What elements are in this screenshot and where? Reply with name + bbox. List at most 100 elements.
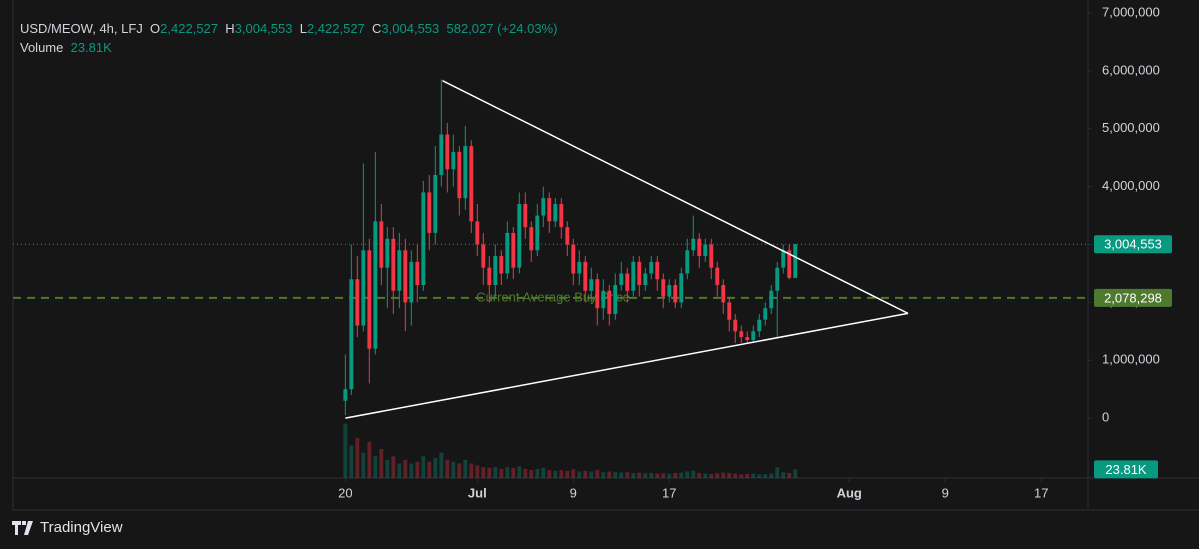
volume-bar — [385, 459, 390, 478]
candle-body — [445, 134, 450, 170]
legend-key: L — [299, 21, 307, 36]
candle-body — [703, 244, 708, 257]
volume-bar — [769, 473, 774, 478]
brand: TradingView — [12, 519, 123, 536]
volume-bar — [355, 438, 360, 478]
candle-body — [565, 227, 570, 245]
plot-background — [13, 0, 1088, 478]
legend-change: 582,027 (+24.03%) — [446, 21, 558, 36]
y-tick-label: 6,000,000 — [1102, 62, 1160, 77]
legend-key: H — [225, 21, 235, 36]
legend-value: 2,422,527 — [306, 21, 365, 36]
y-tick-label: 7,000,000 — [1102, 4, 1160, 19]
candle-body — [643, 273, 648, 286]
candle-body — [715, 267, 720, 286]
price-tag-label: 2,078,298 — [1104, 290, 1162, 305]
candle-body — [547, 198, 552, 222]
volume-bar — [379, 449, 384, 478]
candle-body — [511, 232, 516, 268]
volume-bar — [439, 452, 444, 478]
x-tick-label: Jul — [468, 485, 487, 500]
candle-body — [439, 134, 444, 176]
legend-key: C — [372, 21, 382, 36]
volume-bar — [457, 463, 462, 478]
candle-body — [673, 285, 678, 303]
candle-body — [451, 151, 456, 170]
volume-bar — [679, 472, 684, 478]
candle-body — [649, 261, 654, 274]
volume-bar — [697, 472, 702, 478]
x-tick-label: 17 — [662, 485, 676, 500]
candle-body — [505, 232, 510, 274]
candle-body — [655, 261, 660, 280]
brand-text: TradingView — [40, 519, 123, 536]
volume-bar — [343, 423, 348, 478]
volume-bar — [649, 472, 654, 478]
volume-bar — [463, 459, 468, 478]
candle-body — [601, 290, 606, 309]
volume-bar — [637, 472, 642, 478]
candle-body — [391, 238, 396, 291]
candle-body — [595, 279, 600, 309]
price-tag-label: 3,004,553 — [1104, 237, 1162, 252]
volume-bar — [607, 471, 612, 478]
price-line-annotation: Current Average Buy Price — [476, 289, 630, 304]
candle-body — [433, 175, 438, 233]
candle-body — [787, 250, 792, 278]
volume-bar — [565, 470, 570, 478]
plot: Current Average Buy Price — [13, 79, 1088, 478]
y-tick-label: 4,000,000 — [1102, 178, 1160, 193]
y-tick-label: 0 — [1102, 410, 1109, 425]
volume-bar — [763, 474, 768, 478]
volume-bar — [673, 472, 678, 478]
candle-body — [667, 285, 672, 297]
volume-bar — [745, 474, 750, 478]
candle-body — [637, 261, 642, 286]
price-tag — [1094, 288, 1172, 307]
volume-bar — [667, 473, 672, 478]
candle-body — [583, 261, 588, 291]
volume-bar — [559, 470, 564, 478]
volume-bar — [661, 473, 666, 478]
volume-bar — [445, 459, 450, 478]
candle-body — [571, 244, 576, 274]
trendline — [345, 312, 909, 419]
candle-body — [733, 319, 738, 332]
candle-body — [343, 389, 348, 401]
volume-bar — [571, 469, 576, 478]
candle-body — [409, 261, 414, 303]
candle-body — [751, 331, 756, 341]
candle-body — [379, 221, 384, 268]
candle-body — [619, 273, 624, 286]
candle-body — [625, 273, 630, 291]
legend-value: 23.81K — [70, 40, 112, 55]
candle-body — [745, 337, 750, 341]
volume-bar — [589, 471, 594, 478]
x-tick-label: 9 — [570, 485, 577, 500]
candle-body — [463, 146, 468, 199]
candle-body — [763, 308, 768, 320]
candle-body — [373, 221, 378, 349]
legend-value: 3,004,553 — [234, 21, 293, 36]
volume-bar — [709, 474, 714, 478]
candle-body — [517, 203, 522, 268]
volume-bar — [751, 473, 756, 478]
volume-bar — [547, 470, 552, 478]
candle-body — [685, 250, 690, 274]
candle-body — [367, 250, 372, 349]
volume-bar — [601, 472, 606, 478]
candle-body — [403, 250, 408, 303]
volume-bar — [775, 467, 780, 478]
volume-bar — [529, 470, 534, 478]
volume-bar — [619, 472, 624, 478]
candle-body — [475, 221, 480, 245]
volume-bar — [493, 467, 498, 478]
volume-bar — [655, 473, 660, 478]
candle-body — [469, 146, 474, 222]
volume-bar — [553, 470, 558, 478]
volume-bar — [577, 471, 582, 478]
candle-body — [457, 151, 462, 199]
price-tag — [1094, 235, 1172, 254]
